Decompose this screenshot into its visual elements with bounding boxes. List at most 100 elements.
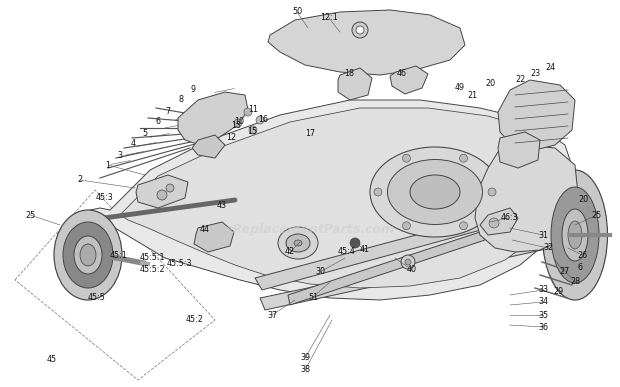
Text: 40: 40 [407,265,417,274]
Text: 45:5: 45:5 [88,293,106,303]
Circle shape [352,22,368,38]
Polygon shape [390,66,428,94]
Ellipse shape [63,222,113,288]
Polygon shape [260,235,565,310]
Polygon shape [90,100,575,300]
Text: 46: 46 [397,68,407,77]
Text: 25: 25 [25,211,35,219]
Text: 37: 37 [267,310,277,320]
Text: 45:2: 45:2 [186,315,204,325]
Circle shape [234,119,242,127]
Text: 2: 2 [78,175,82,185]
Text: 27: 27 [559,267,569,276]
Text: 31: 31 [538,231,548,240]
Text: 20: 20 [485,79,495,87]
Circle shape [244,108,252,116]
Text: 38: 38 [300,365,310,375]
Text: 28: 28 [570,277,580,286]
Text: 6: 6 [577,264,583,272]
Circle shape [405,259,411,265]
Ellipse shape [568,221,582,249]
Text: 26: 26 [577,250,587,260]
Ellipse shape [410,175,460,209]
Circle shape [402,154,410,162]
Polygon shape [194,222,234,252]
Text: 12: 12 [226,134,236,142]
Text: 45:3: 45:3 [96,194,114,202]
Text: 7: 7 [166,106,171,115]
Text: 16: 16 [258,115,268,125]
Ellipse shape [551,187,599,283]
Text: 15: 15 [247,127,257,137]
Polygon shape [480,208,518,235]
Text: 13: 13 [231,120,241,130]
Text: 33: 33 [538,286,548,295]
Ellipse shape [54,210,122,300]
Text: 45:4: 45:4 [337,248,355,257]
Circle shape [249,126,257,134]
Text: 44: 44 [200,226,210,235]
Circle shape [157,190,167,200]
Polygon shape [475,145,578,252]
Text: 35: 35 [538,310,548,320]
Text: 12:1: 12:1 [320,14,338,22]
Polygon shape [498,132,540,168]
Ellipse shape [562,209,588,261]
Text: 25: 25 [592,211,602,219]
Text: 45:5:3: 45:5:3 [166,260,192,269]
Text: 6: 6 [156,118,161,127]
Polygon shape [120,108,562,288]
Text: 21: 21 [467,91,477,99]
Text: 9: 9 [190,84,195,94]
Text: 36: 36 [538,322,548,332]
Polygon shape [255,218,488,290]
Circle shape [488,188,496,196]
Polygon shape [498,80,575,150]
Text: 18: 18 [344,68,354,77]
Text: 45:5:2: 45:5:2 [139,265,165,274]
Text: 1: 1 [105,161,110,170]
Text: eReplacementParts.com: eReplacementParts.com [225,224,395,236]
Text: 45:5:1: 45:5:1 [140,253,165,262]
Text: 42: 42 [285,248,295,257]
Text: 24: 24 [545,62,555,72]
Circle shape [166,184,174,192]
Text: 30: 30 [315,267,325,276]
Text: 39: 39 [300,353,310,363]
Polygon shape [136,175,188,208]
Text: 45: 45 [47,356,57,365]
Text: 5: 5 [143,128,148,137]
Text: 43: 43 [217,200,227,209]
Text: 8: 8 [179,96,184,104]
Circle shape [489,218,499,228]
Ellipse shape [370,147,500,237]
Text: 49: 49 [455,84,465,92]
Circle shape [356,26,364,34]
Text: 50: 50 [292,7,302,17]
Text: 51: 51 [308,293,318,301]
Ellipse shape [278,227,318,259]
Polygon shape [192,135,225,158]
Polygon shape [268,10,465,75]
Text: 11: 11 [248,106,258,115]
Circle shape [459,222,467,230]
Text: 4: 4 [130,139,136,149]
Ellipse shape [80,244,96,266]
Circle shape [256,116,264,124]
Text: 20: 20 [578,195,588,204]
Text: 17: 17 [305,128,315,137]
Text: 46:3: 46:3 [500,214,518,223]
Text: 34: 34 [538,298,548,307]
Text: 32: 32 [543,243,553,252]
Text: 3: 3 [118,151,123,159]
Circle shape [374,188,382,196]
Ellipse shape [294,240,302,246]
Ellipse shape [74,236,102,274]
Text: 10: 10 [234,116,244,125]
Polygon shape [338,68,372,100]
Circle shape [459,154,467,162]
Circle shape [350,238,360,248]
Text: 41: 41 [360,245,370,255]
Ellipse shape [388,159,482,224]
Ellipse shape [542,170,608,300]
